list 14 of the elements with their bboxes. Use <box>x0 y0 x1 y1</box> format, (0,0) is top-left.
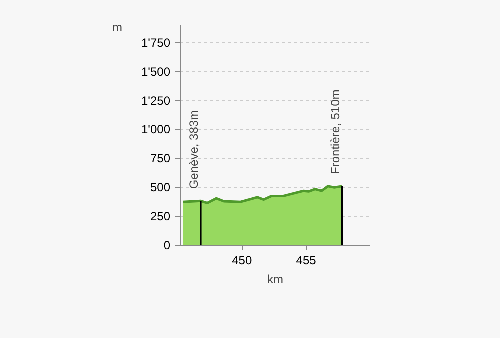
x-tick-label: 450 <box>232 254 252 268</box>
y-tick-label: 1'500 <box>142 64 171 79</box>
y-tick-label: 250 <box>150 210 171 224</box>
x-tick-label: 455 <box>296 254 317 268</box>
y-tick-label: 1'000 <box>142 122 171 137</box>
ref-line-label: Genève, 383m <box>187 110 202 190</box>
y-axis-title: m <box>112 20 122 34</box>
y-tick-label: 1'250 <box>142 94 171 108</box>
y-tick-label: 500 <box>150 180 171 195</box>
y-tick-label: 0 <box>164 238 171 252</box>
y-tick-label: 750 <box>150 152 171 166</box>
x-axis-title: km <box>268 272 284 286</box>
ref-line-label: Frontière, 510m <box>328 90 342 174</box>
y-tick-label: 1'750 <box>142 36 171 50</box>
